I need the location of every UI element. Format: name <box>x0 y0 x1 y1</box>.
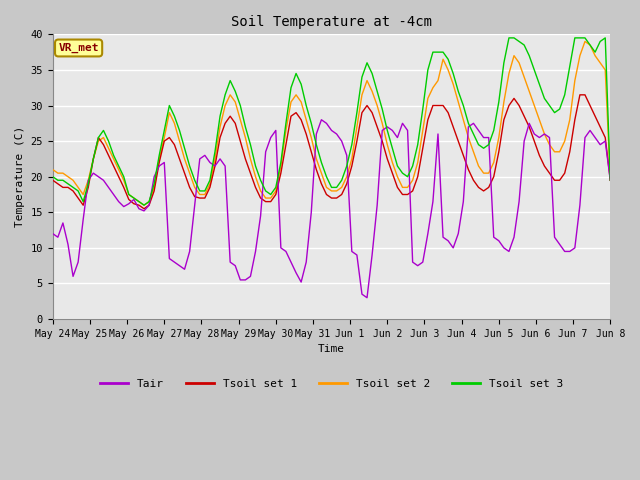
Text: VR_met: VR_met <box>58 43 99 53</box>
X-axis label: Time: Time <box>318 344 345 354</box>
Y-axis label: Temperature (C): Temperature (C) <box>15 126 25 228</box>
Legend: Tair, Tsoil set 1, Tsoil set 2, Tsoil set 3: Tair, Tsoil set 1, Tsoil set 2, Tsoil se… <box>95 374 568 393</box>
Title: Soil Temperature at -4cm: Soil Temperature at -4cm <box>231 15 432 29</box>
